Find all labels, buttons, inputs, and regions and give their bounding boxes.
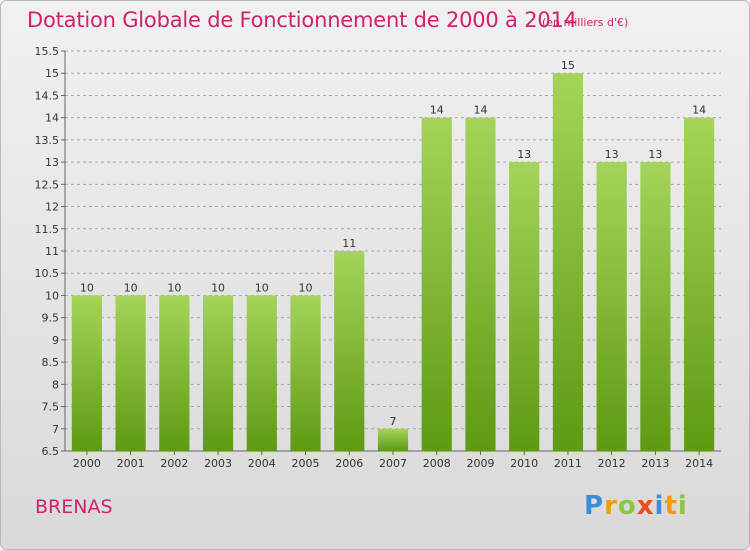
x-tick-label: 2013 (641, 457, 669, 470)
y-tick-label: 7.5 (42, 401, 60, 414)
data-label: 14 (430, 104, 444, 117)
y-tick-label: 9 (52, 334, 59, 347)
data-label: 15 (561, 59, 575, 72)
data-label: 10 (80, 281, 94, 294)
bar (246, 295, 277, 451)
svg-text:Proxiti: Proxiti (584, 491, 688, 521)
x-tick-label: 2007 (379, 457, 407, 470)
y-tick-label: 8.5 (42, 356, 60, 369)
x-tick-label: 2012 (598, 457, 626, 470)
bar (509, 162, 540, 451)
data-label: 10 (211, 281, 225, 294)
labels: 6.5 7 7.5 8 8.5 9 9.5 10 10.5 11 11.5 12 12.5 13 13.5 1… (35, 45, 714, 470)
y-tick-label: 12.5 (35, 178, 60, 191)
y-tick-label: 10.5 (35, 267, 60, 280)
x-tick-label: 2006 (335, 457, 363, 470)
bar (596, 162, 627, 451)
y-tick-label: 15.5 (35, 45, 60, 58)
chart-title: Dotation Globale de Fonctionnement de 20… (27, 8, 577, 32)
x-tick-label: 2003 (204, 457, 232, 470)
data-label: 13 (605, 148, 619, 161)
data-label: 10 (167, 281, 181, 294)
bar (684, 117, 715, 452)
y-tick-label: 9.5 (42, 312, 60, 325)
x-tick-label: 2005 (292, 457, 320, 470)
x-tick-label: 2002 (160, 457, 188, 470)
x-tick-label: 2009 (466, 457, 494, 470)
bar (159, 295, 190, 451)
x-tick-label: 2001 (117, 457, 145, 470)
bar (421, 117, 452, 452)
x-tick-label: 2004 (248, 457, 276, 470)
bar (640, 162, 671, 451)
y-tick-label: 8 (52, 378, 59, 391)
y-tick-label: 12 (45, 201, 59, 214)
data-label: 11 (342, 237, 356, 250)
proxiti-logo: Proxiti (584, 491, 688, 521)
x-tick-label: 2010 (510, 457, 538, 470)
data-label: 14 (473, 104, 487, 117)
bar (202, 295, 234, 451)
bar (115, 295, 146, 451)
x-tick-label: 2011 (554, 457, 582, 470)
x-tick-label: 2014 (685, 457, 713, 470)
y-tick-label: 11.5 (35, 223, 60, 236)
y-tick-label: 6.5 (42, 445, 60, 458)
data-label: 10 (255, 281, 269, 294)
data-label: 13 (517, 148, 531, 161)
y-tick-label: 13 (45, 156, 59, 169)
bar (290, 295, 321, 451)
bar (552, 73, 584, 451)
y-tick-label: 14.5 (35, 89, 60, 102)
y-tick-label: 14 (45, 112, 59, 125)
data-label: 10 (124, 281, 138, 294)
chart-unit: (en milliers d'€) (542, 16, 629, 29)
data-label: 7 (390, 415, 397, 428)
data-label: 13 (648, 148, 662, 161)
x-tick-label: 2000 (73, 457, 101, 470)
y-tick-label: 13.5 (35, 134, 60, 147)
y-tick-label: 11 (45, 245, 59, 258)
x-tick-label: 2008 (423, 457, 451, 470)
bar (334, 251, 365, 451)
data-label: 10 (299, 281, 313, 294)
y-tick-label: 10 (45, 289, 59, 302)
y-tick-label: 7 (52, 423, 59, 436)
bar (377, 428, 409, 451)
commune-name: BRENAS (35, 496, 113, 518)
y-tick-label: 15 (45, 67, 59, 80)
bar (465, 117, 496, 452)
bar (71, 295, 102, 451)
bars (71, 73, 715, 452)
data-label: 14 (692, 104, 706, 117)
